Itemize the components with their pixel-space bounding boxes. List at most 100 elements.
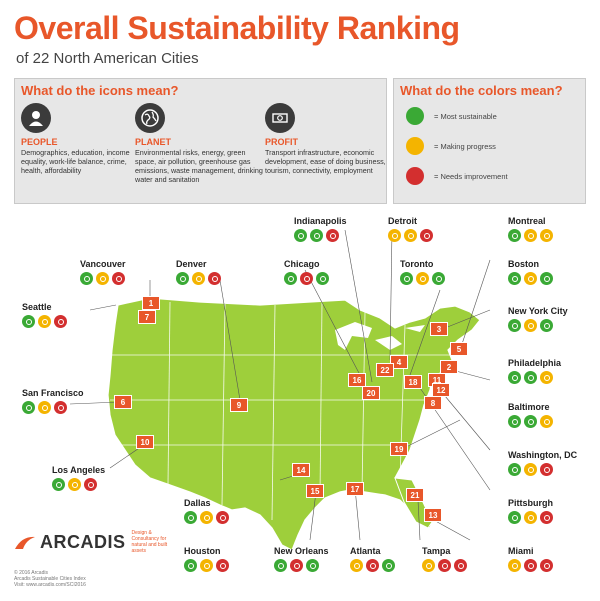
people-rating-icon bbox=[294, 229, 307, 242]
arcadis-logo: ARCADIS Design & Consultancy for natural… bbox=[14, 530, 180, 554]
city-name: Houston bbox=[184, 546, 221, 556]
city-los-angeles[interactable]: Los Angeles bbox=[52, 465, 105, 491]
rank-pin-baltimore[interactable]: 12 bbox=[432, 383, 450, 397]
rank-pin-san-francisco[interactable]: 6 bbox=[114, 395, 132, 409]
people-rating-icon bbox=[176, 272, 189, 285]
category-name: PEOPLE bbox=[21, 137, 58, 147]
city-name: Pittsburgh bbox=[508, 498, 553, 508]
category-description: Demographics, education, income equality… bbox=[21, 148, 130, 175]
city-name: Vancouver bbox=[80, 259, 126, 269]
people-rating-icon bbox=[80, 272, 93, 285]
rank-pin-washington-dc[interactable]: 8 bbox=[424, 396, 442, 410]
profit-rating-icon bbox=[112, 272, 125, 285]
city-boston[interactable]: Boston bbox=[508, 259, 553, 285]
rank-pin-vancouver[interactable]: 1 bbox=[142, 296, 160, 310]
people-rating-icon bbox=[508, 272, 521, 285]
planet-rating-icon bbox=[416, 272, 429, 285]
people-rating-icon bbox=[508, 371, 521, 384]
rank-pin-detroit[interactable]: 22 bbox=[376, 363, 394, 377]
city-montreal[interactable]: Montreal bbox=[508, 216, 553, 242]
category-name: PROFIT bbox=[265, 137, 298, 147]
city-pittsburgh[interactable]: Pittsburgh bbox=[508, 498, 553, 524]
city-name: Los Angeles bbox=[52, 465, 106, 475]
planet-rating-icon bbox=[192, 272, 205, 285]
city-philadelphia[interactable]: Philadelphia bbox=[508, 358, 561, 384]
city-detroit[interactable]: Detroit bbox=[388, 216, 433, 242]
rank-pin-seattle[interactable]: 7 bbox=[138, 310, 156, 324]
city-name: Indianapolis bbox=[294, 216, 347, 226]
city-tampa[interactable]: Tampa bbox=[422, 546, 467, 572]
city-miami[interactable]: Miami bbox=[508, 546, 553, 572]
planet-rating-icon bbox=[38, 315, 51, 328]
rank-pin-indianapolis[interactable]: 20 bbox=[362, 386, 380, 400]
rank-pin-pittsburgh[interactable]: 18 bbox=[404, 375, 422, 389]
rank-pin-new-orleans[interactable]: 17 bbox=[346, 482, 364, 496]
legend-item-yellow: = Making progress bbox=[406, 137, 496, 155]
planet-rating-icon bbox=[438, 559, 451, 572]
rank-pin-los-angeles[interactable]: 10 bbox=[136, 435, 154, 449]
rank-pin-new-york-city[interactable]: 2 bbox=[440, 360, 458, 374]
rank-pin-tampa[interactable]: 21 bbox=[406, 488, 424, 502]
city-seattle[interactable]: Seattle bbox=[22, 302, 67, 328]
profit-rating-icon bbox=[216, 559, 229, 572]
planet-rating-icon bbox=[38, 401, 51, 414]
city-name: Seattle bbox=[22, 302, 52, 312]
profit-rating-icon bbox=[306, 559, 319, 572]
profit-rating-icon bbox=[540, 511, 553, 524]
rank-pin-chicago[interactable]: 16 bbox=[348, 373, 366, 387]
page-title: Overall Sustainability Ranking bbox=[14, 10, 460, 46]
rank-pin-denver[interactable]: 9 bbox=[230, 398, 248, 412]
city-new-york-city[interactable]: New York City bbox=[508, 306, 568, 332]
city-dallas[interactable]: Dallas bbox=[184, 498, 229, 524]
profit-rating-icon bbox=[540, 229, 553, 242]
planet-rating-icon bbox=[300, 272, 313, 285]
city-new-orleans[interactable]: New Orleans bbox=[274, 546, 329, 572]
city-san-francisco[interactable]: San Francisco bbox=[22, 388, 84, 414]
city-houston[interactable]: Houston bbox=[184, 546, 229, 572]
rank-pin-houston[interactable]: 14 bbox=[292, 463, 310, 477]
us-map bbox=[69, 229, 491, 551]
planet-rating-icon bbox=[366, 559, 379, 572]
rank-pin-dallas[interactable]: 15 bbox=[306, 484, 324, 498]
city-indianapolis[interactable]: Indianapolis bbox=[294, 216, 347, 242]
rank-pin-toronto[interactable]: 4 bbox=[390, 355, 408, 369]
city-atlanta[interactable]: Atlanta bbox=[350, 546, 395, 572]
footnote-line: Visit: www.arcadis.com/SCI2016 bbox=[14, 582, 86, 588]
planet-rating-icon bbox=[524, 511, 537, 524]
city-vancouver[interactable]: Vancouver bbox=[80, 259, 126, 285]
red-dot-icon bbox=[406, 167, 424, 185]
city-name: San Francisco bbox=[22, 388, 84, 398]
city-name: New York City bbox=[508, 306, 568, 316]
city-washington-dc[interactable]: Washington, DC bbox=[508, 450, 577, 476]
profit-rating-icon bbox=[454, 559, 467, 572]
people-rating-icon bbox=[508, 463, 521, 476]
category-description: Transport infrastructure, economic devel… bbox=[265, 148, 386, 175]
city-chicago[interactable]: Chicago bbox=[284, 259, 329, 285]
people-rating-icon bbox=[508, 415, 521, 428]
florida bbox=[394, 477, 433, 529]
rank-pin-miami[interactable]: 13 bbox=[424, 508, 442, 522]
rank-pin-boston[interactable]: 3 bbox=[430, 322, 448, 336]
footnote-line: Arcadis Sustainable Cities Index bbox=[14, 576, 86, 582]
rank-pin-montreal[interactable]: 5 bbox=[450, 342, 468, 356]
city-name: Toronto bbox=[400, 259, 434, 269]
city-name: Chicago bbox=[284, 259, 320, 269]
legend-label: = Making progress bbox=[434, 141, 496, 151]
person-icon bbox=[21, 103, 51, 133]
planet-rating-icon bbox=[68, 478, 81, 491]
city-name: Baltimore bbox=[508, 402, 550, 412]
city-toronto[interactable]: Toronto bbox=[400, 259, 445, 285]
profit-rating-icon bbox=[540, 415, 553, 428]
people-rating-icon bbox=[184, 511, 197, 524]
profit-rating-icon bbox=[540, 559, 553, 572]
city-denver[interactable]: Denver bbox=[176, 259, 221, 285]
city-name: Dallas bbox=[184, 498, 211, 508]
people-rating-icon bbox=[388, 229, 401, 242]
colors-legend-panel: What do the colors mean? = Most sustaina… bbox=[393, 78, 586, 204]
category-people: PEOPLE Demographics, education, income e… bbox=[21, 103, 149, 175]
city-baltimore[interactable]: Baltimore bbox=[508, 402, 553, 428]
money-icon bbox=[265, 103, 295, 133]
profit-rating-icon bbox=[420, 229, 433, 242]
icons-legend-panel: What do the icons mean? PEOPLE Demograph… bbox=[14, 78, 387, 204]
rank-pin-atlanta[interactable]: 19 bbox=[390, 442, 408, 456]
